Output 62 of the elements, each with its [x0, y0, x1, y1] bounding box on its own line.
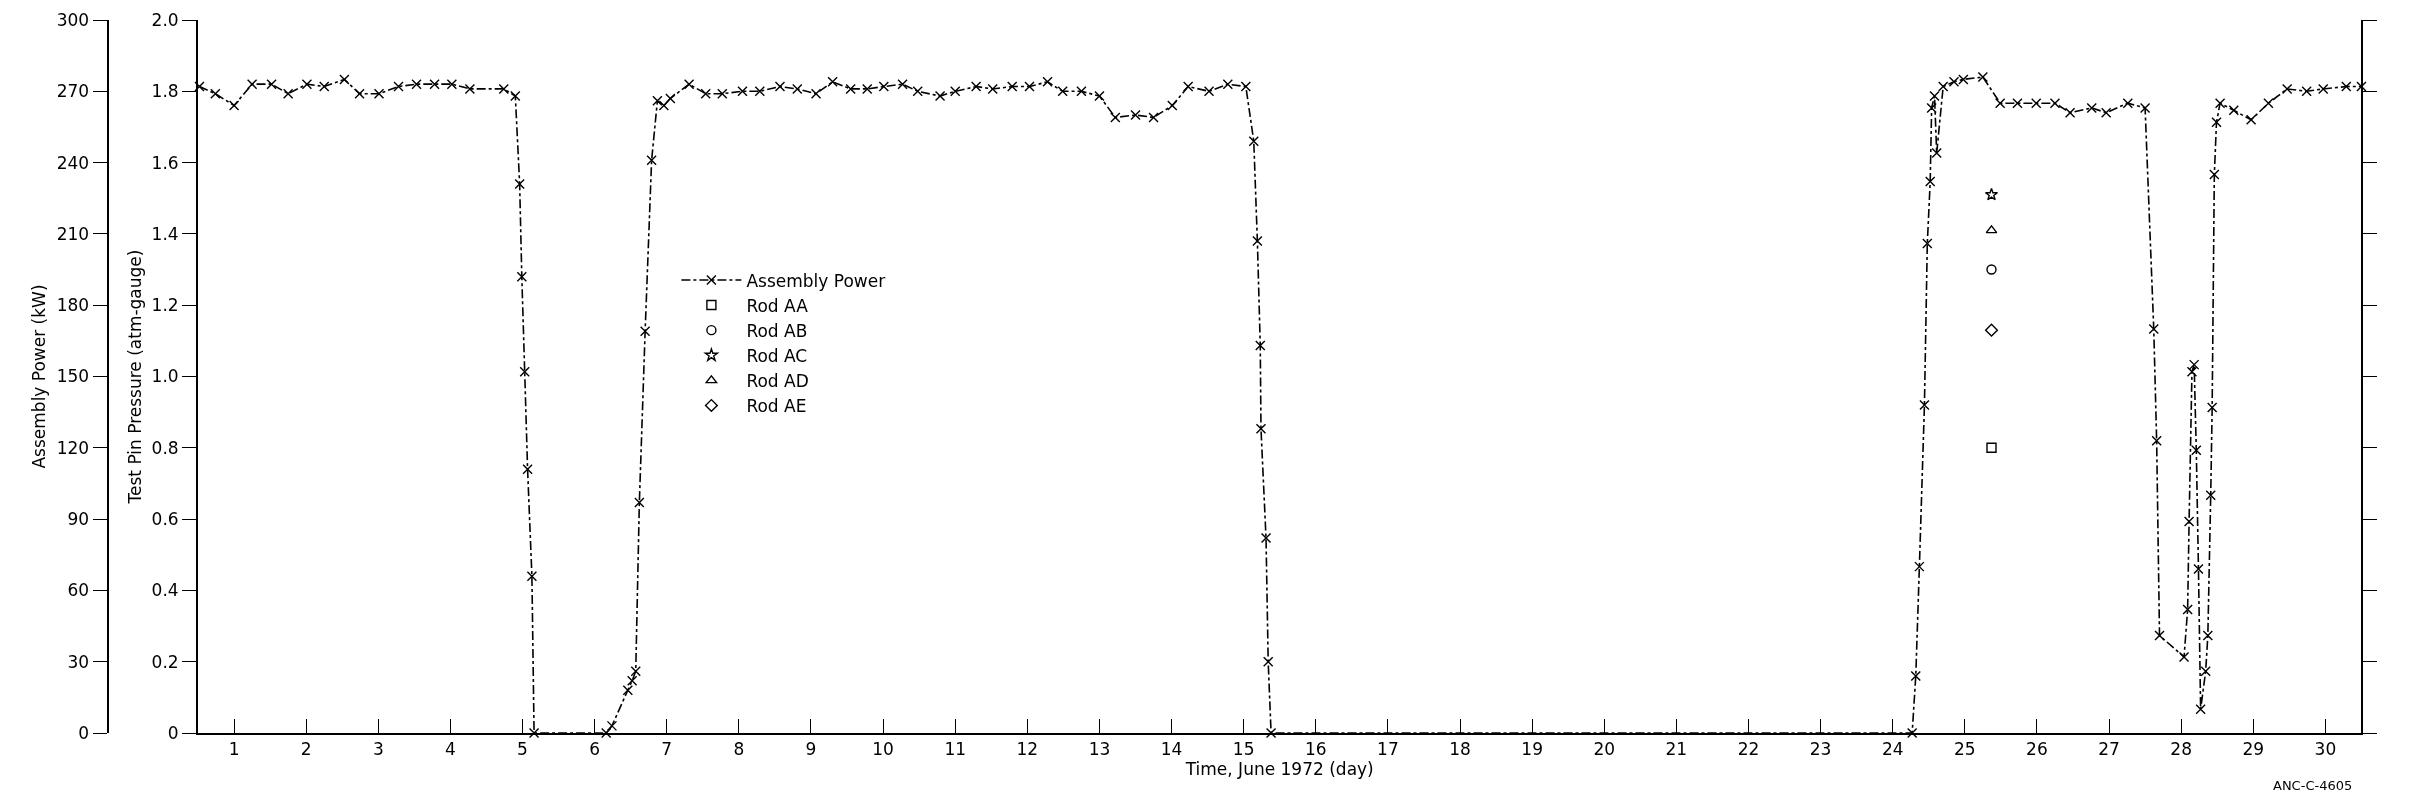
- legend-label: Rod AC: [746, 345, 808, 366]
- x-tick-label: 14: [1160, 739, 1183, 760]
- y2-axis-title: Assembly Power (kW): [28, 284, 49, 469]
- legend-label: Rod AB: [746, 320, 808, 341]
- y2-tick-label: 270: [56, 81, 90, 102]
- y-tick-label: 0.8: [151, 437, 179, 458]
- x-axis-title: Time, June 1972 (day): [1184, 759, 1374, 780]
- x-tick-label: 6: [589, 739, 601, 760]
- x-tick-label: 22: [1737, 739, 1760, 760]
- x-tick-label: 10: [872, 739, 894, 760]
- x-tick-label: 9: [805, 739, 817, 760]
- x-tick-label: 17: [1377, 739, 1399, 760]
- x-tick-label: 13: [1088, 739, 1111, 760]
- x-tick-label: 2: [300, 739, 312, 760]
- x-tick-label: 1: [228, 739, 240, 760]
- legend-label: Assembly Power: [746, 270, 886, 291]
- x-tick-label: 15: [1232, 739, 1255, 760]
- x-tick-label: 24: [1881, 739, 1904, 760]
- x-tick-label: 20: [1593, 739, 1616, 760]
- y-tick-label: 2.0: [151, 9, 179, 30]
- y2-tick-label: 30: [67, 651, 90, 672]
- legend-label: Rod AA: [746, 295, 809, 316]
- y2-tick-label: 240: [56, 152, 90, 173]
- x-tick-label: 27: [2098, 739, 2120, 760]
- y-tick-label: 0.2: [151, 651, 179, 672]
- y-tick-label: 1.0: [151, 366, 179, 387]
- x-tick-label: 21: [1665, 739, 1688, 760]
- x-tick-label: 25: [1953, 739, 1976, 760]
- x-tick-label: 26: [2026, 739, 2048, 760]
- x-tick-label: 12: [1016, 739, 1039, 760]
- y-tick-label: 1.6: [151, 152, 179, 173]
- y-tick-label: 0: [167, 722, 179, 743]
- x-tick-label: 11: [944, 739, 967, 760]
- x-tick-label: 28: [2170, 739, 2192, 760]
- x-tick-label: 23: [1809, 739, 1832, 760]
- y2-tick-label: 180: [56, 295, 90, 316]
- legend-label: Rod AD: [746, 371, 809, 391]
- y2-tick-label: 120: [56, 437, 90, 458]
- y-axis-title: Test Pin Pressure (atm-gauge): [124, 249, 145, 505]
- legend-label: Rod AE: [746, 396, 807, 417]
- x-tick-label: 19: [1521, 739, 1543, 760]
- y-tick-label: 1.2: [151, 295, 179, 316]
- x-tick-label: 7: [661, 739, 673, 760]
- x-tick-label: 5: [517, 739, 528, 760]
- y-tick-label: 0.6: [151, 509, 179, 530]
- x-tick-label: 4: [445, 739, 456, 760]
- y-tick-label: 1.4: [151, 223, 179, 244]
- x-tick-label: 29: [2242, 739, 2265, 760]
- y2-tick-label: 300: [56, 9, 90, 30]
- y2-tick-label: 90: [67, 509, 90, 530]
- y2-tick-label: 150: [56, 366, 90, 387]
- y2-tick-label: 210: [56, 223, 90, 244]
- text: ANC-C-4605: [2273, 778, 2353, 793]
- y-tick-label: 1.8: [151, 81, 179, 102]
- y2-tick-label: 60: [67, 580, 90, 601]
- x-tick-label: 8: [733, 739, 745, 760]
- x-tick-label: 30: [2314, 739, 2337, 760]
- x-tick-label: 3: [372, 739, 384, 760]
- x-tick-label: 16: [1304, 739, 1327, 760]
- y-tick-label: 0.4: [151, 580, 179, 601]
- x-tick-label: 18: [1449, 739, 1471, 760]
- y2-tick-label: 0: [78, 722, 90, 743]
